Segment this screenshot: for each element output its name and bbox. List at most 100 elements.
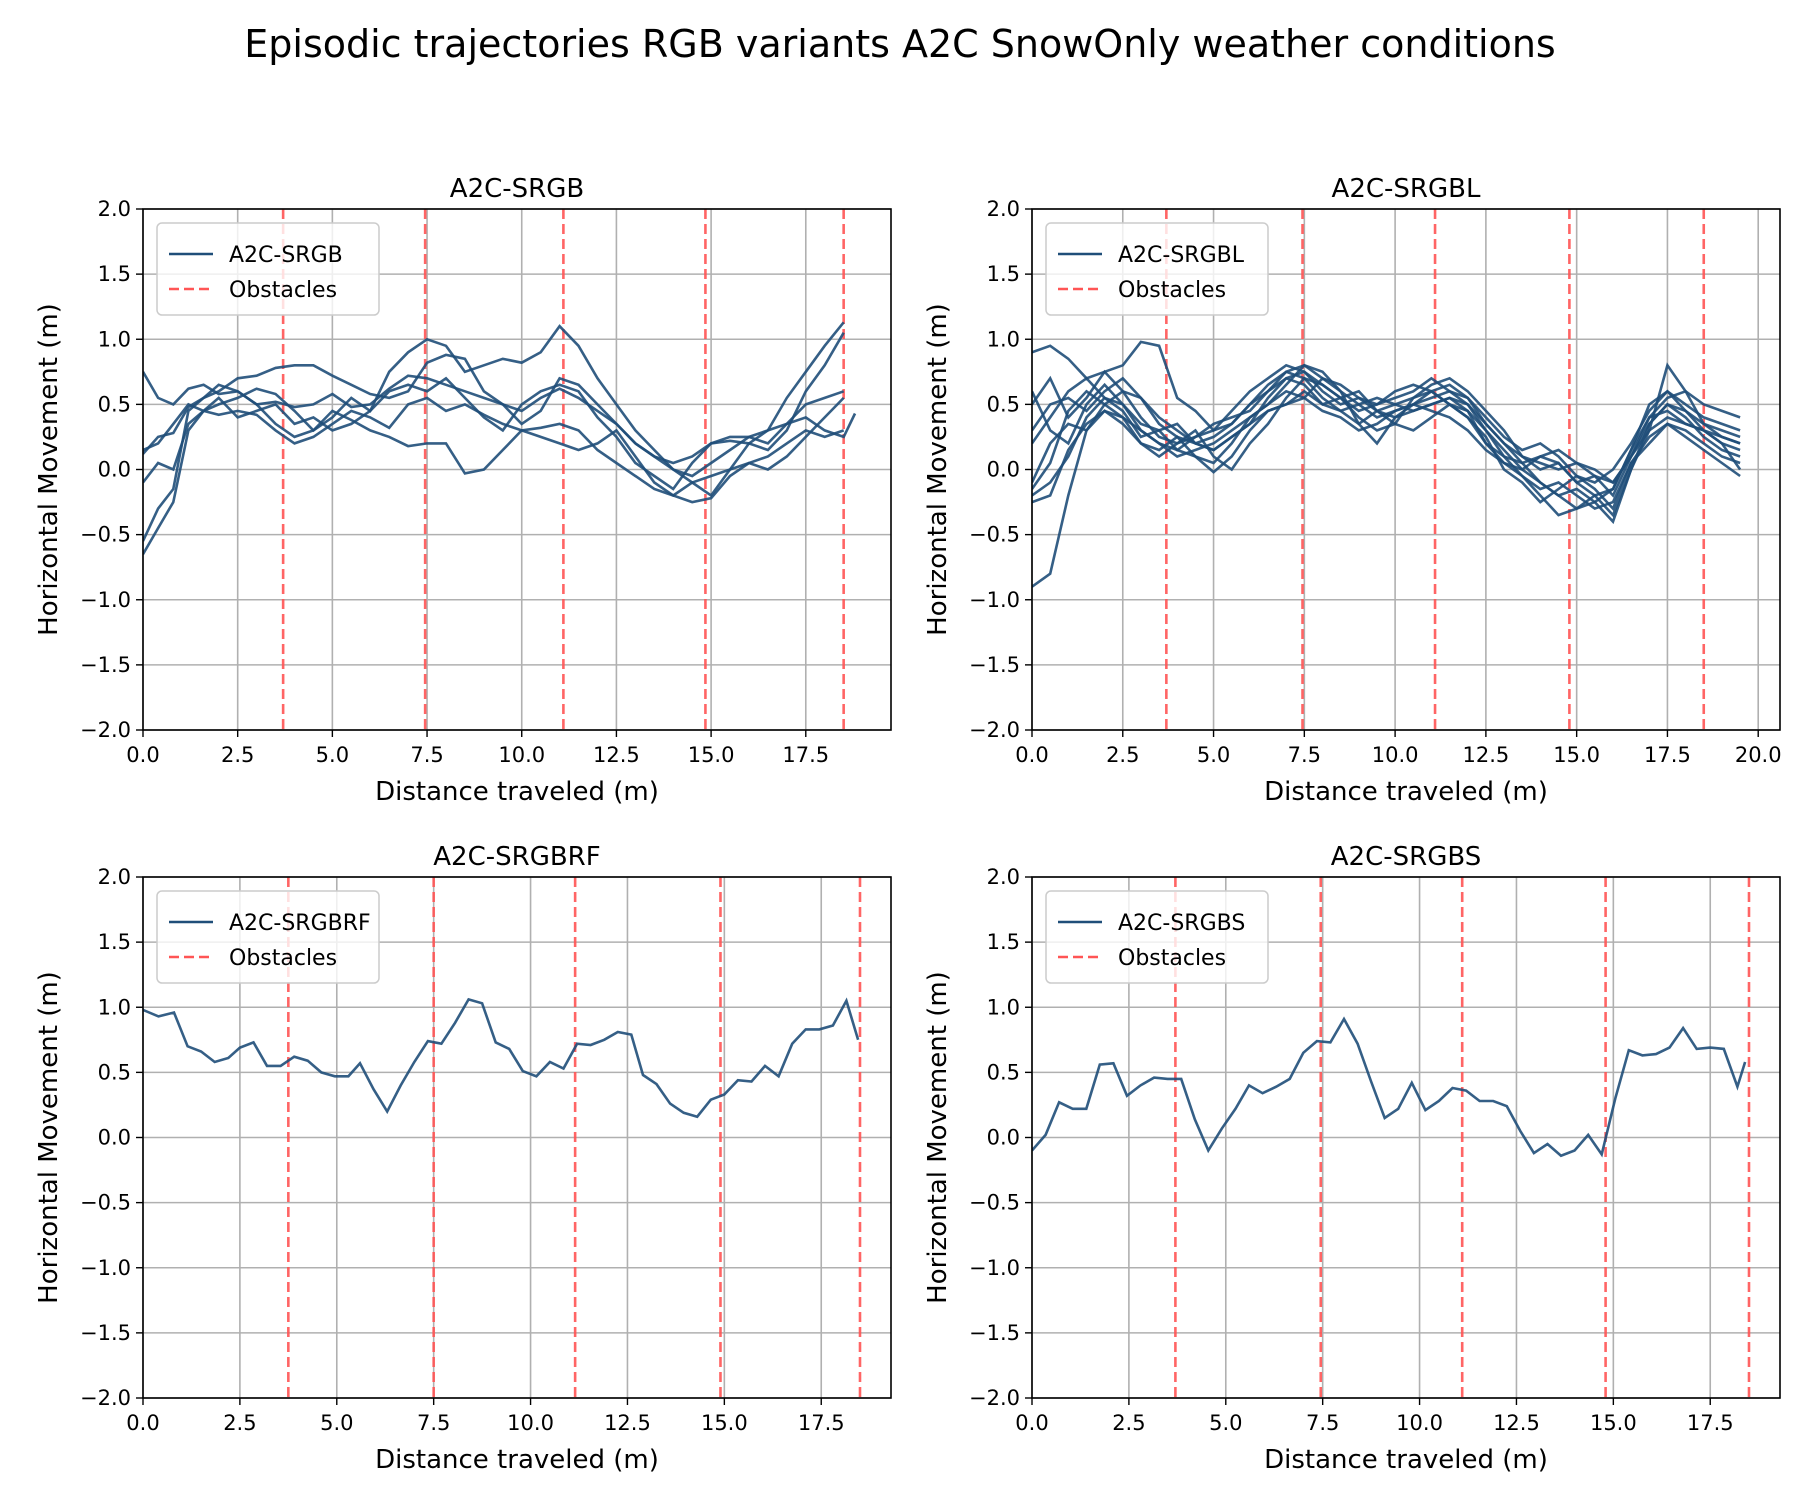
x-tick-label: 2.5 xyxy=(223,1411,256,1435)
y-tick-label: 0.5 xyxy=(98,392,131,416)
trajectory-line xyxy=(143,376,857,491)
x-axis-label: Distance traveled (m) xyxy=(1264,1445,1548,1475)
x-tick-label: 10.0 xyxy=(507,1411,554,1435)
y-tick-label: 1.0 xyxy=(98,327,131,351)
trajectory-line xyxy=(143,353,845,478)
y-tick-label: −2.0 xyxy=(969,718,1020,742)
x-tick-label: 17.5 xyxy=(782,743,829,767)
x-tick-label: 15.0 xyxy=(688,743,735,767)
y-tick-label: −1.5 xyxy=(969,1321,1020,1345)
y-tick-label: −0.5 xyxy=(80,1191,131,1215)
y-tick-label: 0.5 xyxy=(987,1060,1020,1084)
subplot-4: 0.0 2.5 5.0 7.5 10.0 12.5 15.0 17.5 −2.0 −1.5 −1.0… xyxy=(923,842,1781,1475)
y-tick-label: −2.0 xyxy=(80,1386,131,1410)
x-tick-label: 17.5 xyxy=(1644,743,1691,767)
legend: A2C-SRGBS Obstacles xyxy=(1045,890,1269,984)
y-tick-label: 2.0 xyxy=(987,197,1020,221)
y-axis-label: Horizontal Movement (m) xyxy=(34,971,64,1304)
x-axis-label: Distance traveled (m) xyxy=(375,777,659,807)
legend-box xyxy=(156,890,380,984)
x-tick-label: 12.5 xyxy=(1463,743,1510,767)
legend-label-obstacles: Obstacles xyxy=(229,278,337,303)
y-tick-label: 1.5 xyxy=(987,930,1020,954)
x-tick-label: 0.0 xyxy=(1015,1411,1048,1435)
y-tick-label: 0.0 xyxy=(98,458,131,482)
y-tick-label: 1.5 xyxy=(98,930,131,954)
trajectory-line xyxy=(1032,363,1741,497)
subplot-title: A2C-SRGBRF xyxy=(433,842,600,872)
y-tick-label: −0.5 xyxy=(969,523,1020,547)
subplot-title: A2C-SRGBS xyxy=(1331,842,1481,872)
y-tick-label: 0.0 xyxy=(987,458,1020,482)
legend-label-obstacles: Obstacles xyxy=(1118,946,1226,971)
x-tick-label: 7.5 xyxy=(417,1411,450,1435)
legend-label-obstacles: Obstacles xyxy=(229,946,337,971)
subplot-3: 0.0 2.5 5.0 7.5 10.0 12.5 15.0 17.5 −2.0 −1.5 −1.0… xyxy=(34,842,892,1475)
x-tick-label: 5.0 xyxy=(1197,743,1230,767)
y-tick-label: −2.0 xyxy=(80,718,131,742)
legend-label-trajectory: A2C-SRGBS xyxy=(1118,911,1245,936)
y-tick-label: −1.0 xyxy=(969,1256,1020,1280)
x-axis-label: Distance traveled (m) xyxy=(375,1445,659,1475)
x-tick-label: 0.0 xyxy=(126,1411,159,1435)
legend-label-trajectory: A2C-SRGB xyxy=(229,243,343,268)
x-tick-label: 15.0 xyxy=(701,1411,748,1435)
y-tick-label: 2.0 xyxy=(98,197,131,221)
legend-box xyxy=(156,222,380,316)
y-tick-label: 2.0 xyxy=(987,865,1020,889)
x-tick-label: 12.5 xyxy=(604,1411,651,1435)
trajectory-line xyxy=(143,321,845,555)
legend-label-obstacles: Obstacles xyxy=(1118,278,1226,303)
y-tick-label: −0.5 xyxy=(80,523,131,547)
legend: A2C-SRGBRF Obstacles xyxy=(156,890,380,984)
y-tick-label: 1.0 xyxy=(987,327,1020,351)
y-tick-label: 0.0 xyxy=(987,1126,1020,1150)
y-tick-label: −1.0 xyxy=(969,588,1020,612)
x-tick-label: 7.5 xyxy=(1306,1411,1339,1435)
x-tick-label: 7.5 xyxy=(410,743,443,767)
trajectory-line xyxy=(1032,376,1741,498)
trajectory-line xyxy=(143,997,860,1119)
subplot-2: 0.0 2.5 5.0 7.5 10.0 12.5 15.0 17.5 20.0 −2.0 −1.5… xyxy=(923,174,1782,807)
y-tick-label: 1.0 xyxy=(98,995,131,1019)
y-axis-label: Horizontal Movement (m) xyxy=(34,303,64,636)
y-tick-label: 0.5 xyxy=(98,1060,131,1084)
x-tick-label: 5.0 xyxy=(316,743,349,767)
x-tick-label: 15.0 xyxy=(1553,743,1600,767)
x-tick-label: 5.0 xyxy=(1209,1411,1242,1435)
x-tick-label: 12.5 xyxy=(1493,1411,1540,1435)
y-tick-label: 1.5 xyxy=(98,262,131,286)
subplot-title: A2C-SRGB xyxy=(450,174,584,204)
x-tick-label: 5.0 xyxy=(320,1411,353,1435)
trajectory-line xyxy=(143,396,845,497)
x-tick-label: 0.0 xyxy=(126,743,159,767)
y-tick-label: −1.5 xyxy=(80,653,131,677)
x-tick-label: 0.0 xyxy=(1015,743,1048,767)
y-tick-label: −1.5 xyxy=(969,653,1020,677)
legend-label-trajectory: A2C-SRGBL xyxy=(1118,243,1245,268)
x-tick-label: 20.0 xyxy=(1735,743,1782,767)
y-axis-label: Horizontal Movement (m) xyxy=(923,303,953,636)
legend: A2C-SRGBL Obstacles xyxy=(1045,222,1269,316)
legend-label-trajectory: A2C-SRGBRF xyxy=(229,911,371,936)
legend: A2C-SRGB Obstacles xyxy=(156,222,380,316)
x-tick-label: 10.0 xyxy=(1372,743,1419,767)
x-axis-label: Distance traveled (m) xyxy=(1264,777,1548,807)
x-tick-label: 15.0 xyxy=(1590,1411,1637,1435)
x-tick-label: 2.5 xyxy=(1112,1411,1145,1435)
legend-box xyxy=(1045,890,1269,984)
subplot-title: A2C-SRGBL xyxy=(1332,174,1481,204)
y-tick-label: −2.0 xyxy=(969,1386,1020,1410)
x-tick-label: 17.5 xyxy=(1687,1411,1734,1435)
x-tick-label: 2.5 xyxy=(1106,743,1139,767)
trajectory-line xyxy=(143,383,845,542)
y-tick-label: 0.0 xyxy=(98,1126,131,1150)
x-tick-label: 2.5 xyxy=(221,743,254,767)
trajectory-line xyxy=(1032,376,1741,511)
y-tick-label: −1.0 xyxy=(80,1256,131,1280)
y-tick-label: 2.0 xyxy=(98,865,131,889)
x-tick-label: 10.0 xyxy=(498,743,545,767)
figure-title: Episodic trajectories RGB variants A2C S… xyxy=(244,22,1556,66)
y-tick-label: 1.5 xyxy=(987,262,1020,286)
